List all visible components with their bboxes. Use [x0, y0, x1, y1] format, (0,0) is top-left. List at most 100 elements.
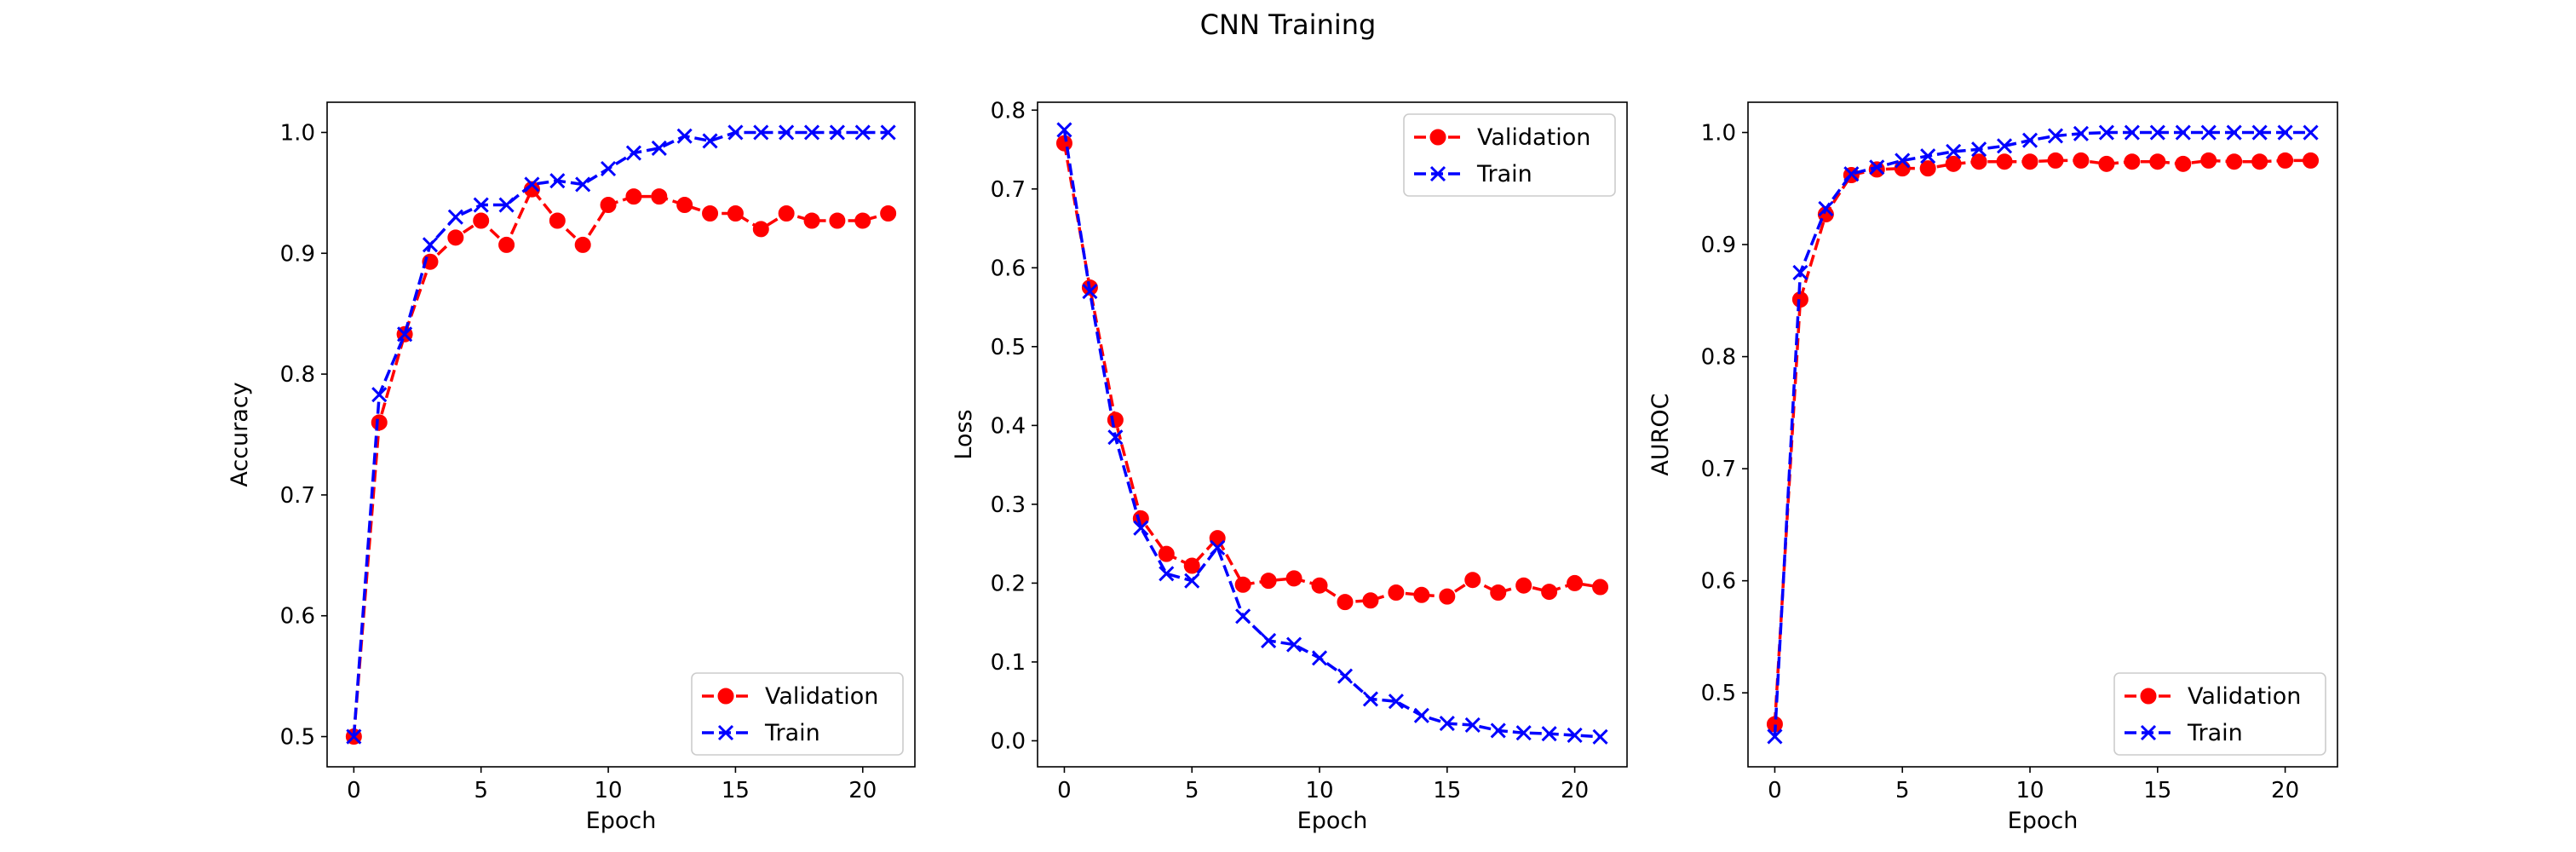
accuracy-y-tick-label: 0.5 [280, 725, 315, 751]
auroc-train-series-point [2226, 124, 2242, 141]
accuracy-validation-series-point [574, 236, 591, 253]
auroc-validation-series-point [2251, 153, 2268, 170]
accuracy-x-tick-label: 10 [595, 778, 623, 803]
accuracy-x-axis-label: Epoch [586, 808, 657, 834]
auroc-y-tick-label: 0.6 [1701, 569, 1736, 595]
auroc-x-tick-label: 0 [1768, 778, 1782, 803]
auroc-train-series-point [1767, 728, 1783, 745]
accuracy-validation-series-point [600, 197, 617, 214]
loss-validation-series-point [1464, 572, 1481, 589]
auroc-train-series-point [1818, 200, 1834, 217]
accuracy-train-series-point [397, 326, 413, 343]
loss-y-tick-label: 0.3 [991, 492, 1026, 518]
accuracy-train-series-line [352, 130, 888, 737]
loss-validation-series-point [1183, 557, 1200, 574]
loss-train-series-point [1439, 716, 1455, 732]
auroc-train-series-point [2251, 124, 2268, 141]
accuracy-train-series-point [498, 197, 515, 213]
loss-y-tick-label: 0.8 [991, 98, 1026, 124]
loss-legend-marker [1429, 129, 1446, 146]
auroc-validation-series-point [2277, 152, 2294, 169]
auroc-x-tick-label: 15 [2143, 778, 2171, 803]
auroc-train-series-point [2047, 128, 2064, 144]
auroc-legend-label: Validation [2188, 683, 2301, 710]
auroc-train-series-point [2021, 132, 2038, 148]
loss-validation-series-point [1311, 577, 1328, 594]
loss-legend-marker [1429, 165, 1446, 182]
loss-y-axis-label: Loss [951, 409, 977, 459]
auroc-validation-series-point [1945, 155, 1962, 172]
auroc-axes-frame [1747, 101, 2338, 768]
loss-x-tick-label: 5 [1185, 778, 1199, 803]
auroc-y-tick-label: 0.9 [1701, 233, 1736, 258]
accuracy-y-tick-label: 0.8 [280, 362, 315, 388]
auroc-validation-series-point [2124, 153, 2141, 170]
accuracy-train-series-point [549, 173, 566, 189]
loss-axes-frame [1037, 101, 1628, 768]
accuracy-validation-series-point [880, 204, 897, 222]
accuracy-train-series-point [473, 197, 489, 213]
loss-train-series-point [1056, 122, 1072, 138]
accuracy-train-series-point [854, 124, 871, 141]
loss-validation-series-point [1362, 592, 1379, 609]
loss-train-series-point [1210, 539, 1226, 556]
auroc-train-series-point [2200, 124, 2217, 141]
loss-train-series-point [1515, 725, 1532, 741]
loss-train-series-point [1107, 429, 1124, 446]
accuracy-validation-series-point [549, 212, 566, 229]
accuracy-train-series-point [422, 237, 439, 253]
auroc-validation-series-line [1773, 158, 2311, 725]
accuracy-train-series-point [880, 124, 896, 141]
accuracy-train-series-point [753, 124, 769, 141]
loss-validation-series-point [1515, 577, 1532, 594]
loss-chart: 0 5 10 15 20 0.0 0.1 0.2 0.3 0.4 0.5 0.6 0.7 0.8 Epoch… [951, 98, 1628, 834]
accuracy-train-series-point [371, 387, 388, 403]
auroc-train-series-point [1843, 166, 1860, 182]
accuracy-validation-series-point [752, 221, 769, 238]
loss-train-series-point [1261, 632, 1277, 649]
loss-train-series-point [1285, 636, 1302, 653]
loss-train-series-point [1159, 566, 1175, 582]
loss-validation-series-point [1592, 579, 1609, 596]
accuracy-train-series-point [447, 209, 463, 225]
loss-train-series-point [1133, 520, 1149, 536]
loss-legend-label: Train [1476, 161, 1532, 187]
loss-train-series-point [1413, 707, 1429, 723]
auroc-train-series-line [1773, 130, 2311, 737]
accuracy-train-series-point [651, 140, 667, 156]
auroc-train-series-point [2073, 125, 2090, 141]
auroc-validation-series-point [2047, 152, 2064, 169]
loss-train-series-point [1592, 728, 1608, 745]
loss-y-tick-label: 0.2 [991, 571, 1026, 596]
accuracy-train-series-point [601, 160, 617, 177]
auroc-x-tick-label: 10 [2015, 778, 2044, 803]
loss-validation-series-point [1260, 573, 1277, 590]
accuracy-x-tick-label: 15 [722, 778, 750, 803]
loss-validation-series-point [1234, 576, 1251, 593]
accuracy-y-tick-label: 1.0 [280, 120, 315, 146]
loss-validation-series-point [1285, 570, 1302, 587]
auroc-legend: Validation Train [2113, 672, 2326, 756]
loss-x-tick-label: 15 [1433, 778, 1461, 803]
auroc-train-series-point [2303, 124, 2319, 141]
accuracy-chart: 0 5 10 15 20 0.5 0.6 0.7 0.8 0.9 1.0 Epoch Accuracy V… [227, 101, 916, 834]
auroc-train-series-point [2124, 124, 2140, 141]
loss-train-series-point [1490, 722, 1506, 739]
auroc-train-series-point [1946, 143, 1962, 159]
loss-y-tick-label: 0.1 [991, 650, 1026, 676]
accuracy-validation-series-point [854, 212, 871, 229]
auroc-train-series-point [1792, 264, 1808, 280]
loss-validation-series-point [1439, 588, 1456, 605]
auroc-validation-series-point [2098, 155, 2115, 172]
auroc-train-series-point [2175, 124, 2191, 141]
loss-legend-label: Validation [1477, 124, 1590, 151]
accuracy-validation-series-point [371, 414, 388, 431]
loss-y-tick-label: 0.5 [991, 335, 1026, 360]
auroc-train-series-point [1895, 153, 1911, 169]
loss-y-tick-label: 0.6 [991, 256, 1026, 281]
accuracy-legend-marker [717, 724, 734, 741]
auroc-legend-box [2113, 672, 2326, 756]
accuracy-x-tick-label: 0 [347, 778, 361, 803]
auroc-train-series-point [2098, 124, 2114, 141]
